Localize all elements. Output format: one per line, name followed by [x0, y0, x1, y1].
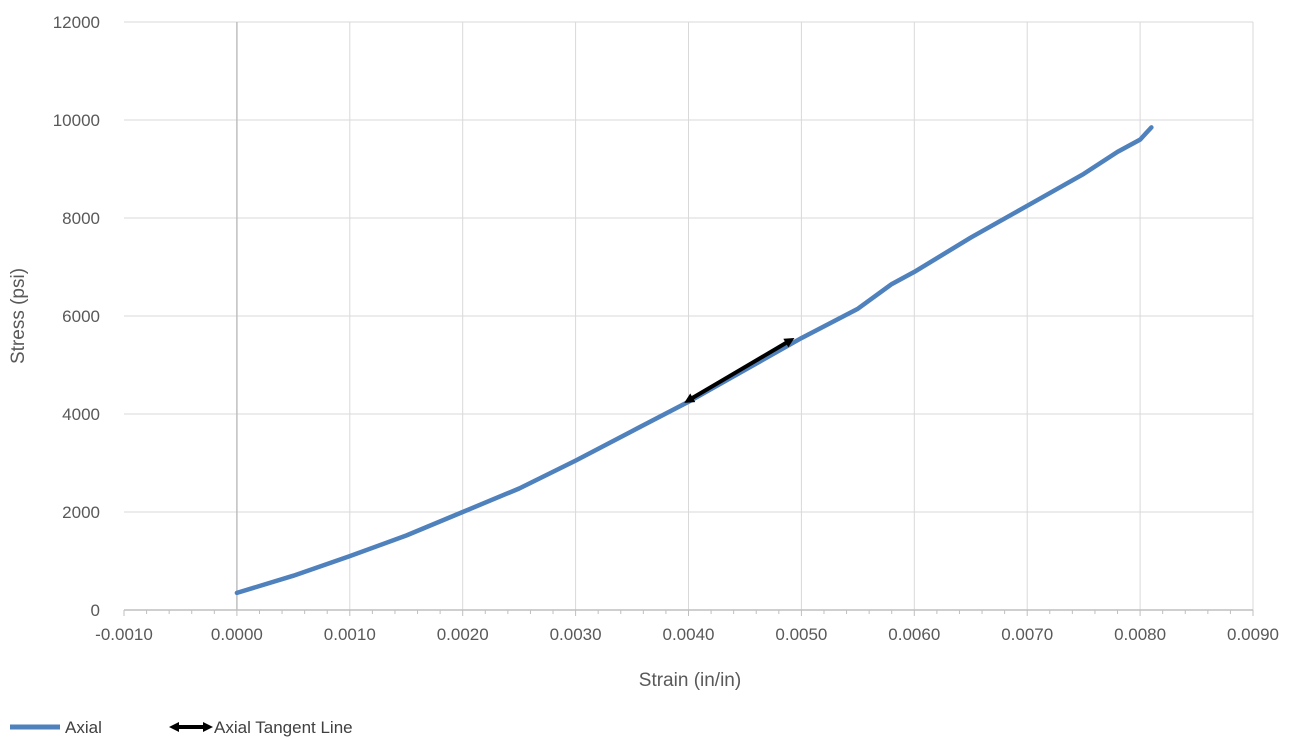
y-tick-label: 4000 — [62, 405, 100, 424]
x-tick-label: 0.0040 — [663, 625, 715, 644]
x-tick-label: 0.0010 — [324, 625, 376, 644]
y-tick-label: 6000 — [62, 307, 100, 326]
legend-axial-label: Axial — [65, 718, 102, 737]
x-tick-label: 0.0020 — [437, 625, 489, 644]
series-axial-line — [234, 125, 1154, 596]
y-tick-label: 10000 — [53, 111, 100, 130]
legend-tangent-label: Axial Tangent Line — [214, 718, 353, 737]
y-tick-label: 0 — [91, 601, 100, 620]
y-tick-label: 12000 — [53, 13, 100, 32]
y-tick-label: 2000 — [62, 503, 100, 522]
gridlines — [124, 21, 1254, 610]
axes — [123, 22, 1254, 616]
x-axis-title: Strain (in/in) — [639, 670, 741, 691]
legend: Axial Axial Tangent Line — [10, 718, 353, 737]
series — [234, 125, 1154, 596]
x-tick-label: 0.0090 — [1227, 625, 1279, 644]
x-tick-label: 0.0000 — [211, 625, 263, 644]
x-tick-label: 0.0070 — [1001, 625, 1053, 644]
x-tick-label: -0.0010 — [95, 625, 153, 644]
series-tangent-line — [684, 337, 795, 403]
x-tick-label: 0.0060 — [888, 625, 940, 644]
y-tick-label: 8000 — [62, 209, 100, 228]
x-tick-label: 0.0030 — [550, 625, 602, 644]
tick-labels: -0.0010 0.0000 0.0010 0.0020 0.0030 0.0040 0.0… — [53, 13, 1279, 644]
y-axis-title: Stress (psi) — [8, 268, 29, 364]
x-tick-label: 0.0080 — [1114, 625, 1166, 644]
x-tick-label: 0.0050 — [775, 625, 827, 644]
